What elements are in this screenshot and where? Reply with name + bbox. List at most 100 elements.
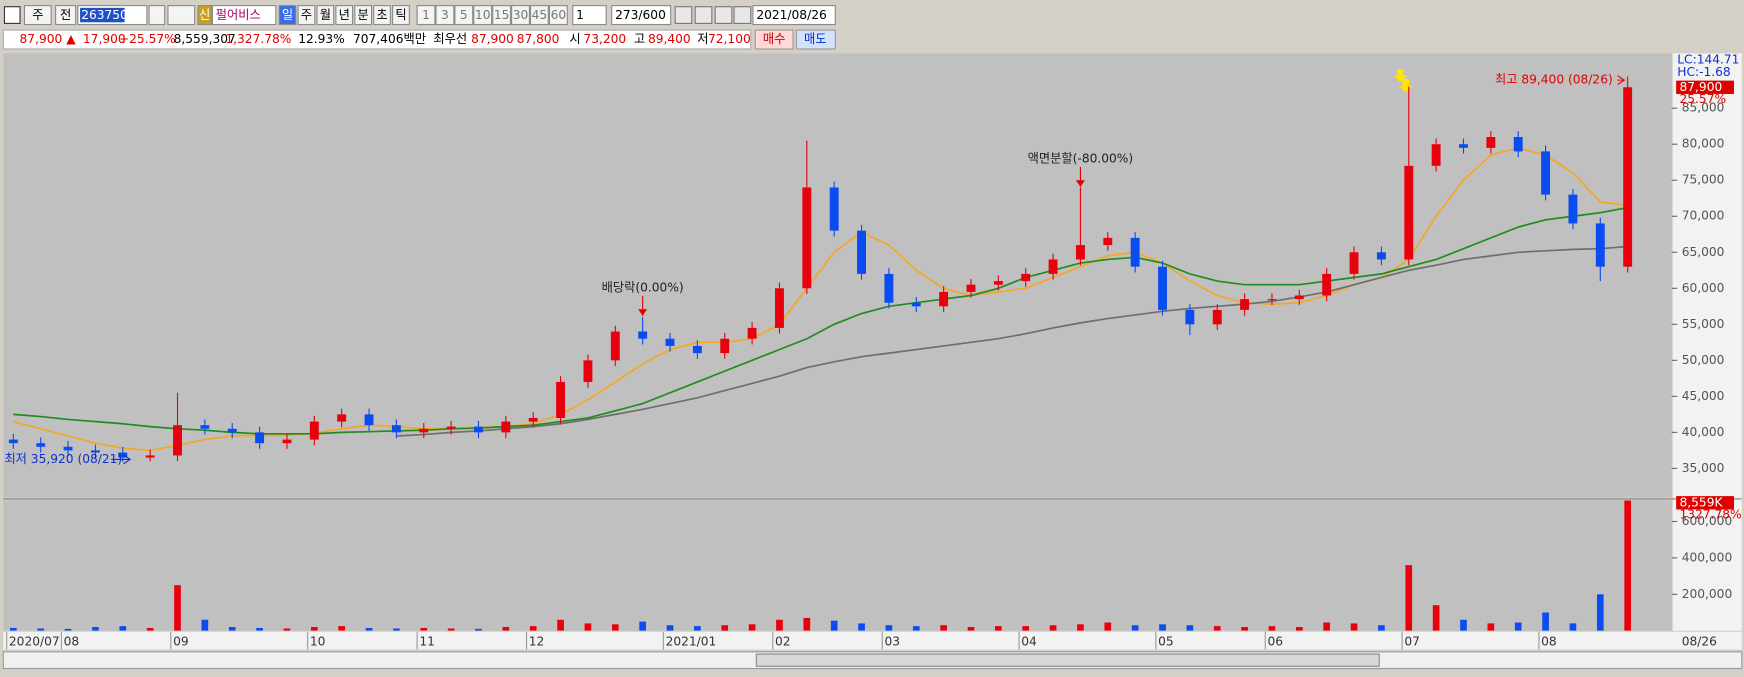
- candle-body: [1349, 252, 1359, 274]
- volume-bar: [1542, 612, 1549, 631]
- search-button[interactable]: [148, 5, 166, 26]
- volume-bar: [1186, 625, 1194, 631]
- candle-body: [1158, 266, 1167, 310]
- volume-bar: [803, 617, 811, 631]
- badge[interactable]: [197, 5, 212, 26]
- candle-body: [1431, 144, 1441, 166]
- date-input[interactable]: [752, 5, 836, 26]
- tool-icon[interactable]: [714, 6, 733, 24]
- y-tick-label: 50,000: [1682, 353, 1725, 367]
- stock-name-label: 펄어비스: [216, 8, 261, 22]
- candle-body: [1212, 309, 1222, 325]
- volume-bar: [1514, 622, 1522, 631]
- best-label: 최우선: [433, 32, 467, 46]
- toolbar-button[interactable]: [23, 5, 52, 26]
- minute-button[interactable]: [473, 5, 493, 26]
- volume-bar: [694, 626, 701, 631]
- interval-button-label: 년: [339, 8, 350, 22]
- tool-icon[interactable]: [674, 6, 693, 24]
- candle-body: [200, 425, 210, 429]
- candle-body: [227, 428, 237, 433]
- minute-button-label: 1: [422, 8, 430, 22]
- candle-body: [1240, 299, 1250, 310]
- interval-button[interactable]: [354, 5, 373, 26]
- candle-body: [1568, 194, 1578, 224]
- candle-body: [829, 187, 839, 231]
- minute-button[interactable]: [511, 5, 530, 26]
- toolbar-button-label: 주: [32, 8, 43, 22]
- candle-body: [966, 284, 976, 292]
- minute-button[interactable]: [454, 5, 474, 26]
- candle-body: [857, 230, 866, 274]
- bar-count-box[interactable]: [611, 5, 672, 26]
- interval-button[interactable]: [373, 5, 391, 26]
- volume-bar: [1487, 623, 1495, 631]
- candle-body: [1623, 87, 1633, 267]
- candle-body: [255, 432, 265, 444]
- x-end-label: 08/26: [1682, 634, 1717, 648]
- volume-bar: [64, 628, 72, 631]
- candle-body: [419, 428, 429, 433]
- amount: 707,406백만: [353, 32, 426, 46]
- toolbar-button[interactable]: [55, 5, 77, 26]
- candle-body: [692, 345, 702, 354]
- volume-bar: [10, 627, 17, 631]
- volume-bar: [940, 625, 947, 631]
- minute-button[interactable]: [548, 5, 568, 26]
- volume-bar: [1268, 626, 1276, 631]
- sound-button[interactable]: [167, 5, 196, 26]
- tool-icon[interactable]: [694, 6, 713, 24]
- interval-button[interactable]: [392, 5, 410, 26]
- tool-icon[interactable]: [733, 6, 752, 24]
- volume-bar: [1241, 627, 1248, 631]
- toolbar-icon[interactable]: [3, 6, 21, 24]
- stock-name[interactable]: [211, 5, 277, 26]
- x-tick-label: 12: [529, 634, 545, 648]
- scroll-thumb[interactable]: [755, 653, 1380, 667]
- candle-body: [802, 187, 812, 289]
- volume: 8,559,307: [174, 32, 236, 46]
- interval-button[interactable]: [297, 5, 316, 26]
- interval-button-label: 일: [282, 8, 293, 22]
- buy-button[interactable]: [754, 29, 794, 50]
- badge-label: 신: [199, 8, 210, 22]
- volume-last-box: [1676, 496, 1734, 510]
- bar-max: /600: [638, 8, 665, 22]
- code-highlight: [80, 7, 125, 23]
- interval-button[interactable]: [335, 5, 354, 26]
- last-price-label: 87,900: [1679, 80, 1722, 94]
- high: 89,400: [648, 32, 691, 46]
- y-tick-label: 75,000: [1682, 173, 1725, 187]
- candle-body: [118, 452, 128, 458]
- volume-bar: [1077, 624, 1084, 631]
- minute-button[interactable]: [416, 5, 436, 26]
- minute-button[interactable]: [492, 5, 512, 26]
- candle-body: [1541, 151, 1551, 195]
- candle-body: [1021, 273, 1031, 282]
- candle-body: [747, 327, 757, 339]
- candle-body: [583, 360, 593, 382]
- code-text: 263750: [81, 8, 128, 22]
- minute-button[interactable]: [435, 5, 455, 26]
- volume-bar: [1596, 594, 1604, 631]
- candle-body: [1267, 299, 1277, 301]
- volume-pct: 1,327.78%: [225, 32, 291, 46]
- minute-button[interactable]: [529, 5, 549, 26]
- candle-body: [911, 302, 921, 307]
- candle-body: [1404, 165, 1414, 260]
- candle-body: [1075, 245, 1085, 260]
- multiplier-input[interactable]: [572, 5, 607, 26]
- candle-body: [501, 421, 511, 433]
- volume-bar: [228, 627, 236, 631]
- interval-button[interactable]: [278, 5, 297, 26]
- multiplier-input-label: 1: [576, 8, 584, 22]
- volume-bar: [37, 628, 45, 631]
- last-price-box: [1676, 80, 1734, 94]
- volume-bar: [475, 628, 482, 631]
- sell-button[interactable]: [795, 29, 836, 50]
- candle-body: [1513, 137, 1523, 152]
- candle-body: [884, 273, 894, 303]
- x-tick-label: 02: [775, 634, 791, 648]
- interval-button[interactable]: [316, 5, 335, 26]
